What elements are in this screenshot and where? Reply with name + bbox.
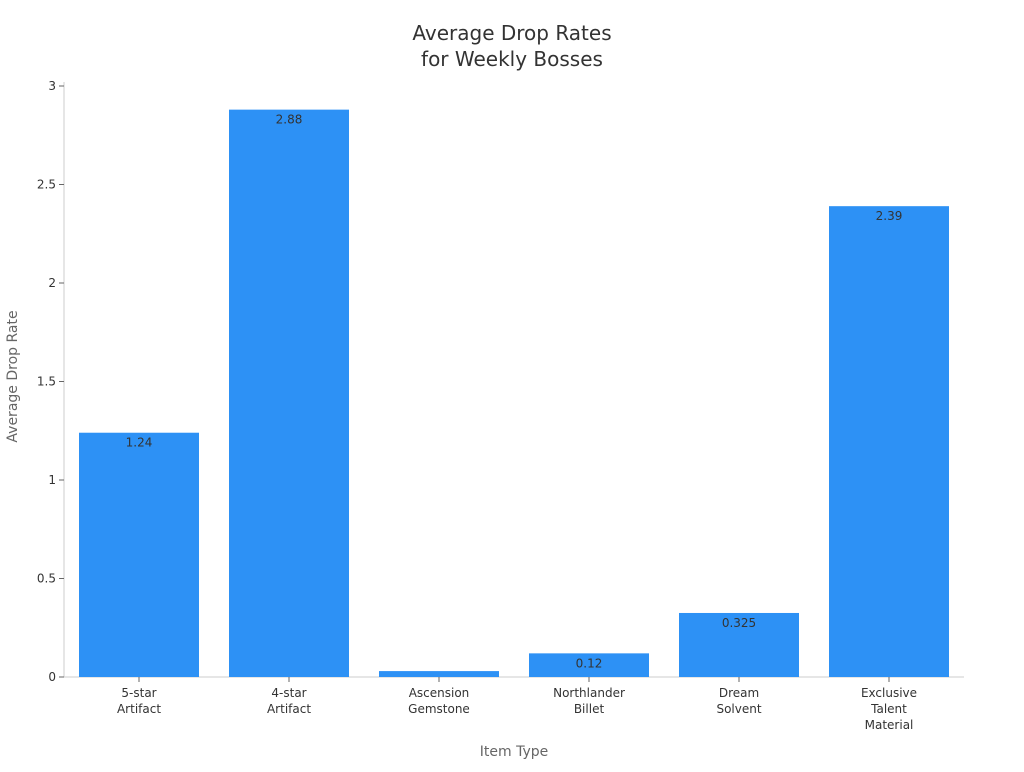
bar <box>229 109 349 677</box>
bar-value-label: 1.24 <box>126 436 153 450</box>
chart-bars <box>79 109 949 678</box>
x-tick-label: Northlander Billet <box>553 686 625 716</box>
y-tick-label: 0.5 <box>37 572 56 586</box>
bar <box>679 612 799 677</box>
bar-value-label: 0.325 <box>722 616 756 630</box>
chart-title-line: Average Drop Rates <box>412 21 611 45</box>
bar <box>79 432 199 677</box>
x-tick-label: Ascension Gemstone <box>408 686 470 716</box>
bar <box>529 653 649 677</box>
bar-value-label: 0.12 <box>576 656 603 670</box>
bar <box>829 206 949 678</box>
y-tick-label: 0 <box>48 670 56 684</box>
bar-value-label: 2.88 <box>276 113 303 127</box>
chart-axes <box>63 82 964 678</box>
y-tick-label: 1 <box>48 473 56 487</box>
x-axis-label: Item Type <box>480 744 548 760</box>
x-tick-label: Exclusive Talent Material <box>861 686 917 732</box>
chart-title-line: for Weekly Bosses <box>421 47 603 71</box>
bar <box>379 671 499 677</box>
x-tick-label: Dream Solvent <box>716 686 761 716</box>
y-tick-label: 3 <box>48 79 56 93</box>
y-tick-label: 1.5 <box>37 375 56 389</box>
chart-ticks: 0 0.5 1 1.5 2 2.5 3 <box>37 79 64 684</box>
bar-value-label: 2.39 <box>876 209 903 223</box>
y-tick-label: 2 <box>48 276 56 290</box>
x-tick-label: 5-star Artifact <box>117 686 161 716</box>
chart-categories: 5-star Artifact 4-star Artifact Ascension Gem… <box>117 677 917 732</box>
y-tick-label: 2.5 <box>37 178 56 192</box>
chart-data-labels: 1.24 2.88 0.12 0.325 2.39 <box>126 113 903 671</box>
x-tick-label: 4-star Artifact <box>267 686 311 716</box>
y-axis-label: Average Drop Rate <box>5 310 21 442</box>
